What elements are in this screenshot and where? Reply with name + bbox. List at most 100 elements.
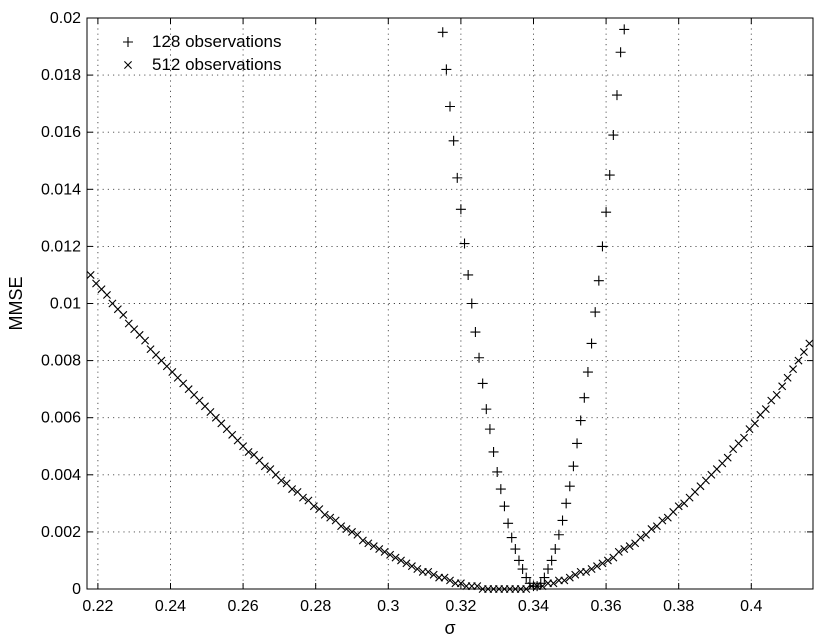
plus-marker [484, 424, 495, 435]
legend-label-2: 512 observations [152, 55, 281, 74]
cross-marker [723, 453, 732, 462]
cross-marker [375, 545, 384, 554]
cross-marker [364, 539, 373, 548]
y-axis-label: MMSE [6, 277, 26, 331]
plus-marker [488, 446, 499, 457]
plus-marker [517, 564, 528, 575]
y-tick-label: 0.02 [50, 10, 81, 27]
cross-marker [369, 542, 378, 551]
cross-marker [260, 462, 269, 471]
plus-marker [593, 275, 604, 286]
cross-marker [446, 576, 454, 585]
cross-marker [805, 339, 814, 348]
plus-marker [608, 130, 619, 141]
cross-marker [598, 559, 607, 568]
plus-marker [546, 555, 557, 566]
plus-marker [437, 27, 448, 38]
plus-marker [448, 135, 459, 146]
plus-marker [601, 207, 612, 218]
cross-marker [391, 553, 400, 562]
x-tick-label: 0.24 [155, 598, 186, 615]
cross-marker [571, 570, 580, 579]
legend: 128 observations 512 observations [123, 32, 281, 74]
plus-marker [495, 484, 506, 495]
plus-marker [513, 555, 524, 566]
cross-marker [119, 310, 128, 319]
legend-label-1: 128 observations [152, 32, 281, 51]
cross-marker [750, 419, 759, 428]
legend-marker-1 [123, 37, 133, 47]
cross-marker [413, 565, 422, 574]
cross-marker [674, 502, 683, 511]
plus-marker [586, 338, 597, 349]
cross-marker [614, 547, 623, 556]
x-axis-label: σ [444, 618, 455, 638]
y-tick-label: 0.016 [41, 124, 81, 141]
x-tick-label: 0.26 [228, 598, 259, 615]
series-2-points [86, 270, 814, 593]
cross-marker [783, 373, 792, 382]
cross-marker [309, 502, 318, 511]
cross-marker [560, 576, 569, 585]
plus-marker [539, 572, 550, 583]
cross-marker [789, 365, 798, 374]
y-tick-label: 0.006 [41, 410, 81, 427]
data-points [86, 24, 814, 593]
cross-marker [320, 510, 329, 519]
plus-marker [477, 378, 488, 389]
cross-marker [288, 485, 297, 494]
cross-marker [625, 542, 634, 551]
axis-ticks: 0.22 0.24 0.26 0.28 0.3 0.32 0.34 0.36 0.38 0.4 0 0… [41, 10, 813, 615]
cross-marker [778, 382, 787, 391]
cross-marker [440, 573, 449, 582]
plus-marker [619, 24, 630, 35]
plus-marker [604, 170, 615, 181]
cross-marker [402, 559, 411, 568]
plus-marker [615, 47, 626, 58]
cross-marker [565, 573, 574, 582]
y-tick-label: 0.01 [50, 296, 81, 313]
plus-marker [582, 367, 593, 378]
plus-marker [572, 438, 583, 449]
cross-marker [620, 545, 629, 554]
plus-marker [452, 172, 463, 183]
plus-marker [481, 404, 492, 415]
plus-marker [510, 544, 521, 555]
cross-marker [407, 562, 416, 571]
cross-marker [358, 536, 367, 545]
plus-marker [445, 101, 455, 112]
cross-marker [244, 447, 253, 456]
plus-marker [564, 481, 575, 492]
y-tick-label: 0.004 [41, 467, 81, 484]
cross-marker [603, 556, 612, 565]
cross-marker [740, 433, 749, 442]
plus-marker [441, 64, 452, 75]
plus-marker [470, 327, 481, 338]
cross-marker [337, 522, 346, 531]
plus-marker [575, 415, 586, 426]
cross-marker [141, 336, 150, 345]
plus-marker [506, 532, 517, 543]
plus-marker [553, 529, 564, 540]
cross-marker [86, 270, 95, 279]
cross-marker [582, 567, 591, 576]
plus-marker [543, 564, 554, 575]
cross-marker [424, 567, 433, 576]
x-tick-label: 0.36 [591, 598, 622, 615]
cross-marker [647, 525, 656, 534]
plus-marker [557, 515, 568, 526]
plus-marker [579, 392, 590, 403]
plus-marker [459, 238, 470, 249]
cross-marker [772, 390, 781, 399]
plus-marker [499, 501, 510, 512]
cross-marker [549, 579, 558, 588]
plus-marker [492, 466, 503, 477]
cross-marker [380, 547, 389, 556]
x-tick-label: 0.28 [300, 598, 331, 615]
plus-marker [466, 298, 477, 309]
plus-marker [611, 90, 622, 101]
cross-marker [348, 527, 356, 536]
y-tick-label: 0.008 [41, 353, 81, 370]
x-tick-label: 0.3 [377, 598, 399, 615]
